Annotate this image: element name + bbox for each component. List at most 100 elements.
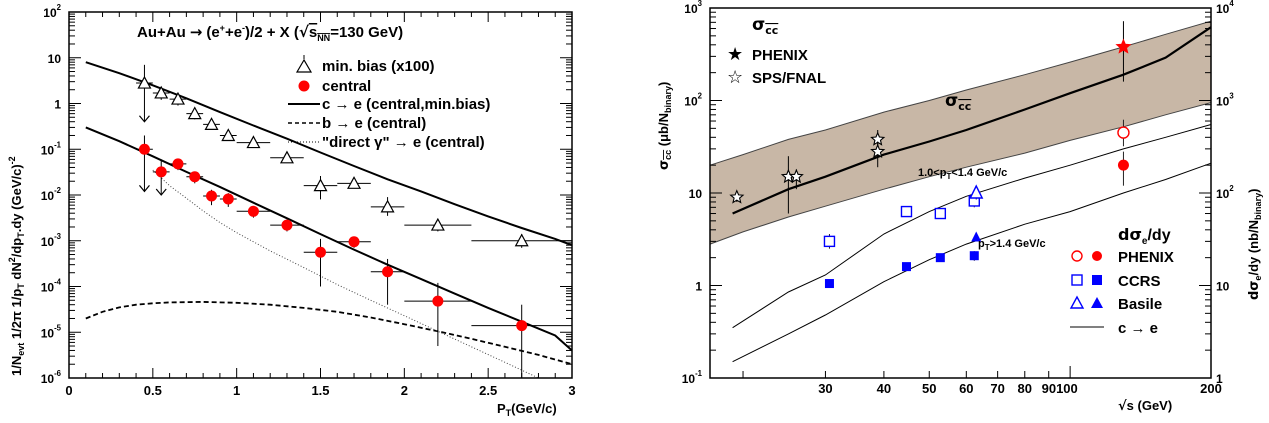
- data-point-min-bias: [170, 91, 185, 105]
- x-tick-label: 3: [568, 383, 575, 398]
- x-tick-label: 80: [1018, 381, 1032, 396]
- x-tick-label: 2: [401, 383, 408, 398]
- data-point-filled-square: [824, 279, 834, 289]
- data-point-filled-square: [901, 262, 911, 272]
- data-point-min-bias: [204, 117, 219, 130]
- y-tick-label: 102: [684, 92, 702, 109]
- right-axis-ticks: 30 40 50 60 70 80 90100 200 10-1 1 10 102 103 1 10 102 1…: [682, 0, 1235, 396]
- data-point-star: [788, 168, 804, 184]
- y-tick-label: 10-3: [41, 232, 62, 249]
- x-tick-label: 0: [65, 383, 72, 398]
- y-tick-label: 10-1: [682, 369, 703, 386]
- legend-label-ccrs: CCRS: [1118, 273, 1161, 290]
- y-tick-label: 1: [695, 280, 702, 294]
- x-tick-label: 50: [922, 381, 936, 396]
- legend-open-square-marker: [1071, 274, 1083, 286]
- data-point-star: [870, 143, 886, 159]
- data-point-star: [729, 189, 745, 204]
- data-point-open-circle: [1117, 126, 1130, 139]
- legend-filled-circle-marker-right: [1092, 251, 1102, 261]
- y-tick-label: 10-5: [41, 323, 62, 340]
- data-point-min-bias: [137, 75, 152, 89]
- data-point-central: [382, 266, 394, 278]
- legend-open-triangle-marker-right: [1069, 295, 1085, 309]
- y2-tick-label: 1: [1216, 372, 1223, 386]
- legend-item-c-to-e: c → e (central,min.bias): [288, 96, 490, 113]
- y-tick-label: 10: [48, 52, 62, 66]
- legend-item-central: central: [298, 78, 371, 95]
- curve-3: [152, 169, 539, 379]
- y-tick-label: 10-4: [41, 278, 62, 295]
- data-point-min-bias: [246, 135, 261, 149]
- legend-bottom-title: dσe/dy: [1118, 225, 1171, 247]
- x-tick-label: 0.5: [144, 383, 162, 398]
- data-point-min-bias: [514, 233, 529, 247]
- data-point-central: [281, 219, 293, 231]
- data-point-star: [1115, 38, 1132, 54]
- legend-item-min-bias: min. bias (x100): [295, 55, 435, 75]
- annotation-high-pt: pT>1.4 GeV/c: [978, 238, 1046, 252]
- data-point-min-bias: [380, 199, 395, 213]
- legend-filled-circle-marker: [298, 80, 310, 92]
- curve-2: [85, 300, 573, 366]
- y2-tick-label: 104: [1216, 0, 1234, 16]
- right-curve-1: [732, 124, 1212, 329]
- data-point-central: [315, 246, 326, 258]
- upper-limit-arrow: [138, 115, 150, 123]
- right-legend-top: σcc ★ PHENIX ☆ SPS/FNAL: [727, 15, 826, 88]
- legend-label-min-bias: min. bias (x100): [322, 58, 435, 75]
- legend-label-phenix-star: PHENIX: [752, 47, 808, 64]
- y-tick-label: 10-6: [41, 369, 62, 386]
- curve-0: [85, 61, 573, 247]
- data-point-filled-circle: [1117, 159, 1129, 171]
- right-legend-bottom: dσe/dy PHENIX CCRS Basile c → e: [1069, 225, 1174, 337]
- data-point-open-square: [823, 235, 836, 248]
- x-tick-label: 40: [877, 381, 891, 396]
- legend-label-central: central: [322, 78, 371, 95]
- legend-item-direct-gamma: "direct γ" → e (central): [288, 134, 485, 151]
- data-point-central: [189, 171, 201, 183]
- data-point-central: [432, 295, 444, 307]
- left-axis-ticks: 0 0.5 1 1.5 2 2.5 3 10-6 10-5 10-4 10-3 10-2 10-1 1 10…: [41, 3, 576, 398]
- y-tick-label: 10-2: [41, 186, 62, 203]
- data-point-central: [138, 143, 150, 155]
- right-secondary-y-axis-label: dσe/dy (nb/Nbinary): [1246, 189, 1263, 300]
- x-tick-label: 60: [959, 381, 973, 396]
- legend-item-b-to-e: b → e (central): [288, 115, 426, 132]
- y2-tick-label: 103: [1216, 92, 1234, 109]
- data-point-central: [222, 193, 234, 205]
- legend-label-sps-fnal: SPS/FNAL: [752, 70, 826, 87]
- left-chart-title: Au+Au → (e++e-)/2 + X (√sNN=130 GeV): [137, 23, 403, 43]
- x-tick-label: 70: [990, 381, 1004, 396]
- legend-label-c-to-e-right: c → e: [1118, 320, 1158, 337]
- data-point-filled-square: [935, 253, 945, 263]
- right-curve-2: [732, 162, 1212, 363]
- y-tick-label: 102: [43, 3, 61, 20]
- left-legend: min. bias (x100) central c → e (central,…: [288, 55, 490, 151]
- x-tick-label: 2.5: [479, 383, 497, 398]
- curve-1: [85, 126, 573, 352]
- data-point-min-bias: [430, 217, 445, 231]
- data-point-filled-triangle: [971, 231, 982, 242]
- data-point-min-bias: [187, 106, 202, 120]
- legend-open-triangle-marker: [295, 58, 313, 73]
- data-point-min-bias: [221, 128, 236, 142]
- legend-label-basile: Basile: [1118, 296, 1162, 313]
- data-point-central: [348, 236, 360, 248]
- left-plot-marks: [85, 61, 573, 379]
- data-point-min-bias: [279, 150, 294, 164]
- legend-filled-triangle-marker: [1091, 297, 1103, 308]
- legend-label-b-to-e: b → e (central): [322, 115, 426, 132]
- data-point-central: [206, 190, 218, 202]
- x-tick-label: 90100: [1042, 381, 1078, 396]
- right-y-axis-label: σcc (μb/Nbinary): [656, 82, 673, 170]
- data-point-open-square: [900, 205, 913, 218]
- x-tick-label: 200: [1200, 381, 1222, 396]
- left-panel: 0 0.5 1 1.5 2 2.5 3 10-6 10-5 10-4 10-3 10-2 10-1 1 10…: [7, 3, 576, 418]
- x-tick-label: 1: [233, 383, 240, 398]
- data-point-min-bias: [313, 178, 328, 192]
- legend-open-star-marker: ☆: [727, 67, 743, 88]
- left-x-axis-label: PT(GeV/c): [497, 401, 557, 418]
- data-point-central: [155, 166, 167, 178]
